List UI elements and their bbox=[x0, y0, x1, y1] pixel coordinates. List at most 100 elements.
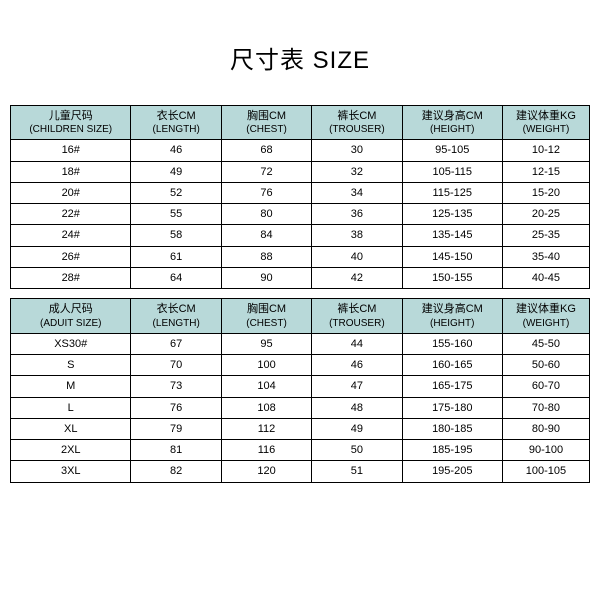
adult_rows-cell: 112 bbox=[221, 418, 311, 439]
adult_rows-cell: 51 bbox=[312, 461, 402, 482]
children_rows-cell: 30 bbox=[312, 140, 402, 161]
adult_rows-cell: 165-175 bbox=[402, 376, 502, 397]
header-cn: 衣长CM bbox=[133, 302, 218, 316]
adult_rows-row: M7310447165-17560-70 bbox=[11, 376, 590, 397]
column_headers_children-header-cell: 建议体重KG(WEIGHT) bbox=[502, 106, 589, 140]
adult_rows-cell: 73 bbox=[131, 376, 221, 397]
adult_rows-cell: 82 bbox=[131, 461, 221, 482]
children_rows-cell: 36 bbox=[312, 204, 402, 225]
adult_rows-cell: 80-90 bbox=[502, 418, 589, 439]
column_headers_children-header-cell: 建议身高CM(HEIGHT) bbox=[402, 106, 502, 140]
adult_rows-cell: 90-100 bbox=[502, 440, 589, 461]
children_rows-cell: 80 bbox=[221, 204, 311, 225]
children_rows-cell: 15-20 bbox=[502, 182, 589, 203]
children_rows-cell: 49 bbox=[131, 161, 221, 182]
adult_rows-cell: 79 bbox=[131, 418, 221, 439]
adult_rows-cell: 104 bbox=[221, 376, 311, 397]
children_rows-cell: 145-150 bbox=[402, 246, 502, 267]
header-en: (LENGTH) bbox=[133, 317, 218, 330]
adult_rows-cell: 49 bbox=[312, 418, 402, 439]
children_rows-cell: 20# bbox=[11, 182, 131, 203]
children_rows-cell: 115-125 bbox=[402, 182, 502, 203]
children_rows-cell: 90 bbox=[221, 268, 311, 289]
children_rows-cell: 135-145 bbox=[402, 225, 502, 246]
adult_rows-cell: 2XL bbox=[11, 440, 131, 461]
children_rows-row: 28#649042150-15540-45 bbox=[11, 268, 590, 289]
adult_rows-cell: 3XL bbox=[11, 461, 131, 482]
header-cn: 裤长CM bbox=[314, 109, 399, 123]
column_headers_adult-header-row: 成人尺码(ADUIT SIZE)衣长CM(LENGTH)胸围CM(CHEST)裤… bbox=[11, 299, 590, 333]
adult_rows-cell: 116 bbox=[221, 440, 311, 461]
header-en: (HEIGHT) bbox=[405, 123, 500, 136]
adult_rows-cell: 44 bbox=[312, 333, 402, 354]
column_headers_children-header-cell: 儿童尺码(CHILDREN SIZE) bbox=[11, 106, 131, 140]
header-en: (WEIGHT) bbox=[505, 123, 587, 136]
children_rows-cell: 88 bbox=[221, 246, 311, 267]
children_rows-cell: 95-105 bbox=[402, 140, 502, 161]
children_rows-cell: 58 bbox=[131, 225, 221, 246]
header-cn: 胸围CM bbox=[224, 109, 309, 123]
adult_rows-cell: 81 bbox=[131, 440, 221, 461]
header-cn: 裤长CM bbox=[314, 302, 399, 316]
header-en: (CHEST) bbox=[224, 317, 309, 330]
adult_rows-cell: 160-165 bbox=[402, 354, 502, 375]
children_rows-cell: 16# bbox=[11, 140, 131, 161]
adult_rows-cell: 50 bbox=[312, 440, 402, 461]
children_rows-row: 16#46683095-10510-12 bbox=[11, 140, 590, 161]
children_rows-cell: 35-40 bbox=[502, 246, 589, 267]
adult_rows-cell: 100 bbox=[221, 354, 311, 375]
header-cn: 儿童尺码 bbox=[13, 109, 128, 123]
adult_rows-row: XS30#679544155-16045-50 bbox=[11, 333, 590, 354]
header-cn: 成人尺码 bbox=[13, 302, 128, 316]
children_rows-cell: 18# bbox=[11, 161, 131, 182]
children_rows-cell: 40-45 bbox=[502, 268, 589, 289]
children_rows-cell: 22# bbox=[11, 204, 131, 225]
page-title: 尺寸表 SIZE bbox=[10, 40, 590, 75]
header-en: (CHEST) bbox=[224, 123, 309, 136]
adult_rows-cell: S bbox=[11, 354, 131, 375]
header-cn: 衣长CM bbox=[133, 109, 218, 123]
children_rows-cell: 20-25 bbox=[502, 204, 589, 225]
children_rows-cell: 12-15 bbox=[502, 161, 589, 182]
header-cn: 建议体重KG bbox=[505, 302, 587, 316]
adult_rows-cell: 47 bbox=[312, 376, 402, 397]
children_rows-cell: 72 bbox=[221, 161, 311, 182]
adult_rows-cell: 175-180 bbox=[402, 397, 502, 418]
header-en: (HEIGHT) bbox=[405, 317, 500, 330]
adult_rows-cell: 67 bbox=[131, 333, 221, 354]
children_rows-cell: 55 bbox=[131, 204, 221, 225]
column_headers_adult-header-cell: 胸围CM(CHEST) bbox=[221, 299, 311, 333]
children_rows-cell: 25-35 bbox=[502, 225, 589, 246]
children_rows-cell: 38 bbox=[312, 225, 402, 246]
children_rows-cell: 26# bbox=[11, 246, 131, 267]
adult_rows-cell: M bbox=[11, 376, 131, 397]
header-en: (TROUSER) bbox=[314, 123, 399, 136]
adult_rows-cell: L bbox=[11, 397, 131, 418]
children_rows-cell: 150-155 bbox=[402, 268, 502, 289]
column_headers_children-header-cell: 衣长CM(LENGTH) bbox=[131, 106, 221, 140]
section-spacer bbox=[11, 289, 590, 299]
children_rows-cell: 68 bbox=[221, 140, 311, 161]
children_rows-cell: 64 bbox=[131, 268, 221, 289]
children_rows-row: 18#497232105-11512-15 bbox=[11, 161, 590, 182]
adult_rows-row: 3XL8212051195-205100-105 bbox=[11, 461, 590, 482]
header-cn: 建议体重KG bbox=[505, 109, 587, 123]
adult_rows-row: XL7911249180-18580-90 bbox=[11, 418, 590, 439]
adult_rows-cell: 45-50 bbox=[502, 333, 589, 354]
size-chart-page: 尺寸表 SIZE 儿童尺码(CHILDREN SIZE)衣长CM(LENGTH)… bbox=[0, 0, 600, 483]
adult_rows-cell: 108 bbox=[221, 397, 311, 418]
adult_rows-cell: 50-60 bbox=[502, 354, 589, 375]
column_headers_children-header-cell: 裤长CM(TROUSER) bbox=[312, 106, 402, 140]
adult_rows-cell: 95 bbox=[221, 333, 311, 354]
adult_rows-cell: 70-80 bbox=[502, 397, 589, 418]
header-en: (TROUSER) bbox=[314, 317, 399, 330]
children_rows-cell: 32 bbox=[312, 161, 402, 182]
children_rows-row: 26#618840145-15035-40 bbox=[11, 246, 590, 267]
children_rows-row: 22#558036125-13520-25 bbox=[11, 204, 590, 225]
children_rows-cell: 34 bbox=[312, 182, 402, 203]
column_headers_adult-header-cell: 成人尺码(ADUIT SIZE) bbox=[11, 299, 131, 333]
children_rows-cell: 61 bbox=[131, 246, 221, 267]
header-en: (CHILDREN SIZE) bbox=[13, 123, 128, 136]
children_rows-cell: 46 bbox=[131, 140, 221, 161]
adult_rows-cell: 48 bbox=[312, 397, 402, 418]
